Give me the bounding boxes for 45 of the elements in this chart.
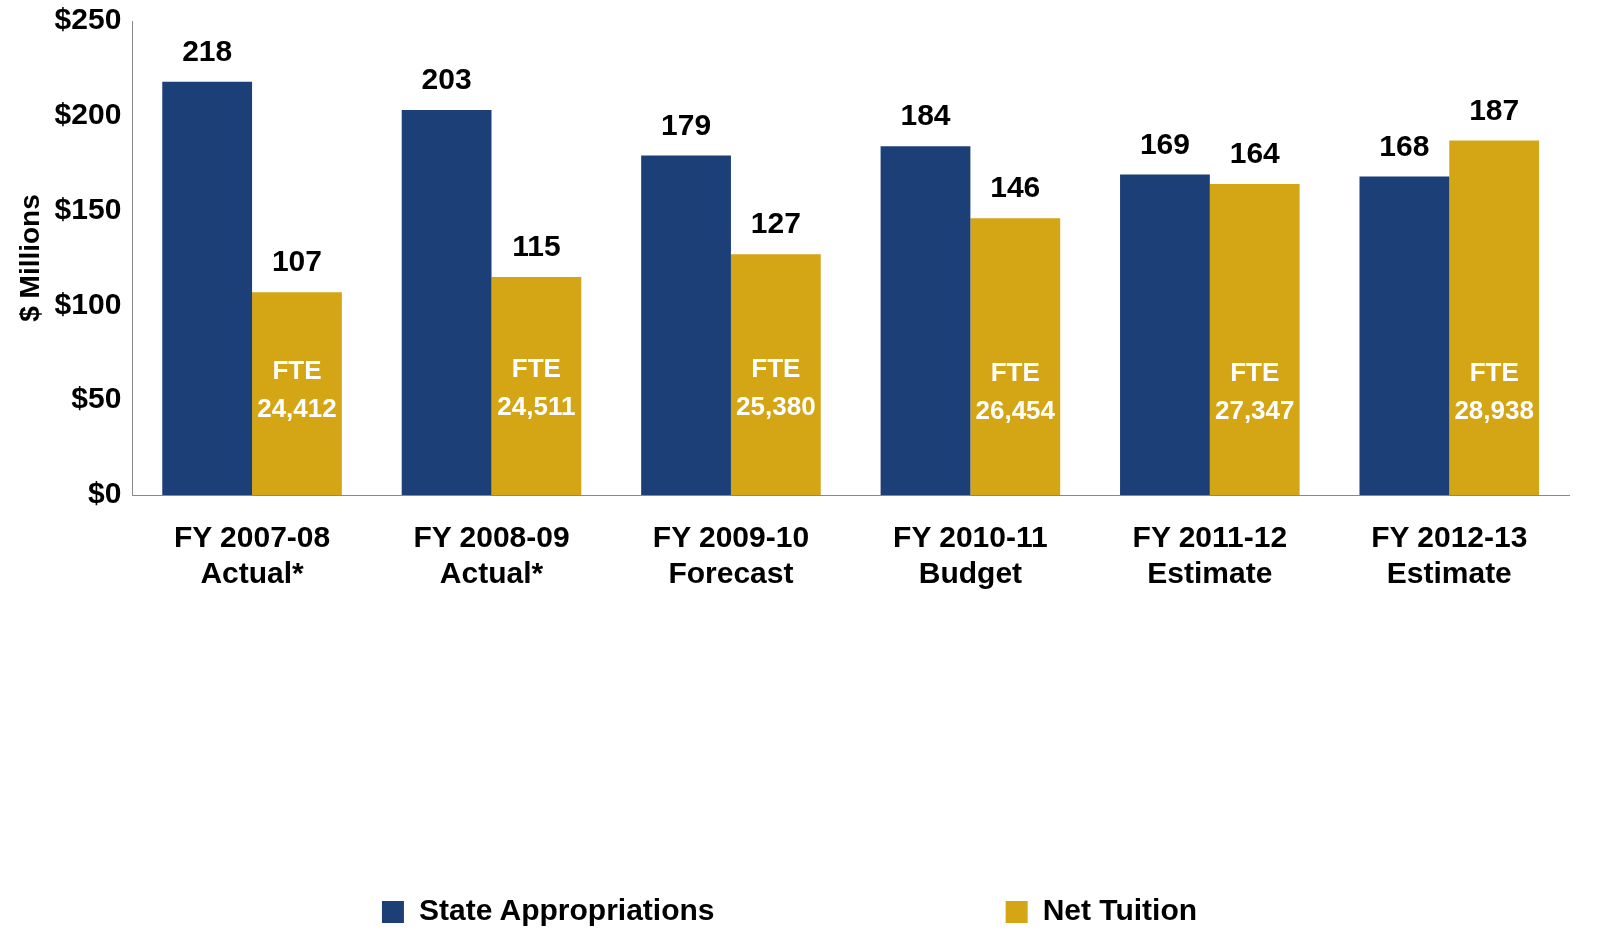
bar [162,81,253,495]
y-axis-title: $ Millions [13,194,45,322]
annotation: FTE 24,511 [497,353,576,421]
legend-label: State Appropriations [418,893,715,927]
annotation: FTE 26,454 [975,356,1056,425]
x-tick-label: FY 2008-09 Actual* [413,520,570,590]
bar [401,110,492,495]
annotation: FTE 28,938 [1454,356,1534,425]
y-tick-label: $50 [71,381,122,415]
data-label: 169 [1139,126,1190,160]
bar [1449,140,1540,495]
bar [730,254,821,495]
y-tick-label: $0 [87,476,122,510]
x-tick-label: FY 2012-13 Estimate [1371,520,1528,590]
data-label: 179 [661,107,712,141]
data-label: 203 [421,62,472,96]
data-label: 187 [1469,92,1520,126]
data-label: 115 [512,229,561,263]
x-tick-label: FY 2011-12 Estimate [1132,520,1288,590]
bar [970,218,1061,495]
x-tick-label: FY 2009-10 Forecast [652,520,810,590]
y-tick-label: $150 [54,191,122,225]
y-tick-label: $200 [54,97,122,131]
bar [641,155,731,495]
bar [1209,184,1300,495]
data-label: 164 [1229,136,1281,170]
legend-label: Net Tuition [1042,893,1198,927]
data-label: 146 [990,170,1041,204]
bar [252,292,342,495]
data-label: 184 [900,98,951,132]
annotation: FTE 25,380 [736,353,816,421]
annotation: FTE 27,347 [1214,356,1295,425]
data-label: 107 [271,244,322,278]
bar [880,146,971,495]
annotation: FTE 24,412 [257,354,337,423]
bar [491,276,582,495]
y-tick-label: $100 [54,286,122,320]
x-tick-label: FY 2007-08 Actual* [173,520,331,590]
data-label: 218 [182,33,233,67]
bar [1359,176,1450,495]
y-tick-label: $250 [54,2,122,36]
x-tick-label: FY 2010-11 Budget [893,520,1048,590]
bar [1120,174,1210,495]
data-label: 168 [1379,128,1430,162]
data-label: 127 [750,206,801,240]
